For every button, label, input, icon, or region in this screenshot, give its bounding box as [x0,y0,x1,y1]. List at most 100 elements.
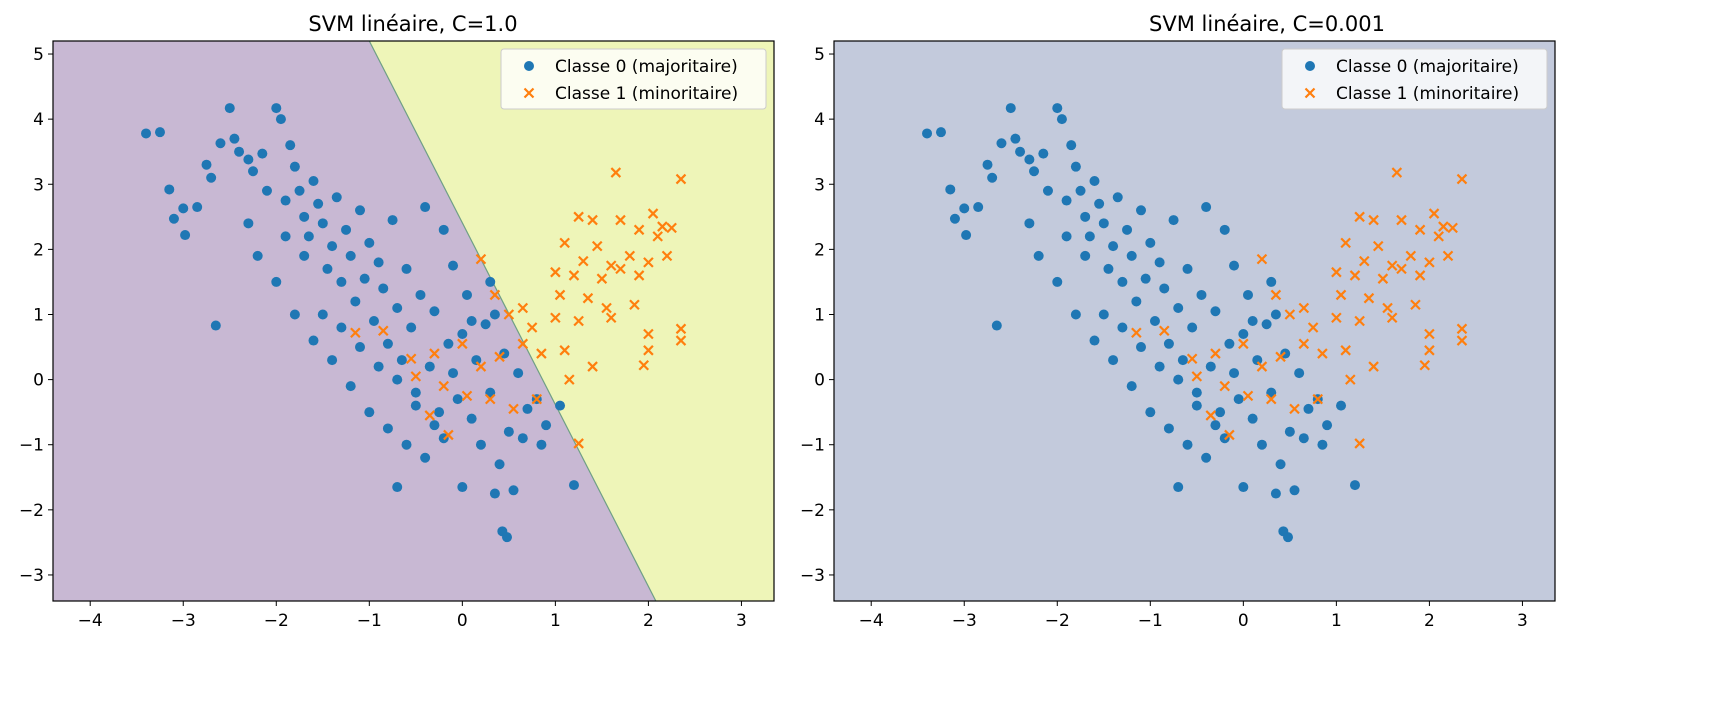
point-class-0 [1136,205,1147,216]
x-tick-label: 0 [1238,611,1249,631]
decision-boundary-line [368,40,657,602]
point-class-1 [675,173,687,185]
point-class-1 [559,237,570,249]
point-class-0 [996,138,1007,149]
point-class-0 [1275,459,1286,470]
right-points [922,103,1468,543]
point-class-0 [1149,316,1160,326]
point-class-0 [410,387,421,398]
point-class-0 [973,202,984,213]
point-class-0 [541,420,552,431]
point-class-0 [1136,342,1147,353]
point-class-0 [513,368,524,379]
point-class-1 [605,260,617,271]
point-class-1 [1312,393,1324,405]
point-class-0 [178,203,189,214]
point-class-0 [1233,394,1244,405]
point-class-0 [308,176,319,186]
point-class-0 [345,381,356,392]
y-tick-label: 3 [33,175,44,195]
point-class-1 [1428,208,1440,219]
point-class-1 [573,211,584,223]
point-class-0 [1182,263,1193,274]
point-class-1 [568,270,580,281]
point-class-1 [1289,403,1300,415]
point-class-0 [275,114,286,125]
point-class-0 [327,355,338,366]
point-class-1 [1433,231,1444,242]
point-class-0 [522,403,533,414]
point-class-0 [294,185,305,196]
legend-marker-class-0 [524,61,534,71]
point-class-0 [452,394,463,405]
point-class-0 [1266,276,1277,287]
point-class-0 [192,202,203,213]
y-tick-label: −1 [800,436,825,456]
y-tick-label: 4 [33,110,44,130]
point-class-1 [377,325,389,337]
y-tick-label: 1 [33,305,44,325]
point-class-1 [1368,361,1379,372]
y-tick-label: 1 [814,305,825,325]
point-class-1 [1298,302,1310,314]
point-class-0 [401,439,412,450]
point-class-1 [1442,250,1454,262]
point-class-0 [1117,276,1128,287]
point-class-0 [517,433,528,444]
point-class-1 [1424,345,1435,356]
point-class-0 [1126,250,1137,261]
point-class-0 [1084,231,1095,242]
left-axes-frame [52,40,775,602]
point-class-1 [1377,273,1389,284]
point-class-0 [471,355,482,366]
point-class-1 [1372,240,1384,252]
point-class-0 [466,413,477,424]
left-legend: Classe 0 (majoritaire) Classe 1 (minorita… [500,48,767,110]
point-class-0 [1215,407,1226,418]
point-class-1 [475,361,487,372]
point-class-0 [1205,361,1216,372]
point-class-1 [559,345,570,356]
point-class-0 [368,316,379,326]
point-class-1 [1345,374,1356,385]
point-class-0 [299,211,310,222]
point-class-1 [1354,211,1365,223]
point-class-0 [1270,309,1281,320]
point-class-0 [331,192,342,203]
point-class-1 [1405,250,1417,262]
x-tick-label: 3 [1517,611,1528,631]
x-tick-label: 1 [1331,611,1342,631]
point-class-1 [1363,292,1375,304]
point-class-0 [489,309,500,320]
point-class-0 [987,172,998,183]
point-class-0 [201,159,212,170]
point-class-0 [1112,192,1123,203]
point-class-1 [1386,260,1398,271]
point-class-0 [392,302,403,313]
point-class-0 [503,426,514,437]
point-class-1 [647,208,659,219]
point-class-1 [405,353,417,365]
point-class-0 [438,224,449,235]
point-class-0 [555,400,566,411]
x-tick-label: 2 [643,611,654,631]
point-class-0 [1173,302,1184,313]
point-class-0 [991,320,1002,331]
point-class-0 [480,319,491,330]
point-class-1 [526,322,538,333]
point-class-1 [1210,348,1221,359]
point-class-1 [517,302,529,314]
decision-region-class-1 [369,41,774,601]
y-tick-label: 4 [814,110,825,130]
point-class-0 [289,161,300,172]
point-class-1 [1396,263,1407,275]
point-class-0 [922,128,933,139]
point-class-0 [154,127,165,138]
point-class-0 [1052,276,1063,287]
point-class-1 [489,289,501,301]
point-class-0 [961,230,972,241]
point-class-0 [392,374,403,385]
point-class-1 [643,328,654,340]
point-class-0 [1066,140,1077,151]
